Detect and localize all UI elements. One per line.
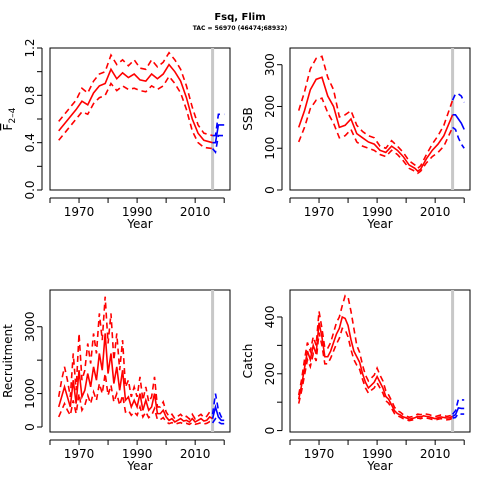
ssb-forecast-upper-line — [451, 93, 465, 103]
ssb-history-upper-line — [297, 55, 454, 170]
recruitment-y-tick-label: 1000 — [23, 378, 37, 409]
fbar-y-tick-label: 0.8 — [23, 86, 37, 105]
catch-x-tick-label: 2010 — [420, 447, 451, 461]
fbar-x-tick-label: 1990 — [122, 205, 153, 219]
fbar-forecast-upper-line — [212, 113, 225, 137]
catch-panel: 1970 1990 2010 Year 0 200 400 Catch — [241, 289, 471, 473]
catch-x-axis-label: Year — [366, 459, 392, 473]
ssb-x-tick-label: 1970 — [304, 205, 335, 219]
fbar-y-axis-label-sub: 2–4 — [8, 107, 18, 123]
recruitment-plot-box — [49, 289, 231, 433]
catch-forecast-upper-line — [451, 398, 465, 415]
recruitment-history-lower-line — [57, 373, 213, 426]
fbar-x-tick-label: 1970 — [64, 205, 95, 219]
catch-x-tick-label: 1970 — [304, 447, 335, 461]
fbar-panel: 1970 1990 2010 Year 0.0 0.4 0.8 1.2 F2–4 — [1, 38, 231, 231]
fbar-history-lower-line — [58, 75, 213, 150]
catch-history-upper-line — [297, 294, 453, 419]
fbar-plot-box — [49, 47, 231, 191]
ssb-y-tick-label: 0 — [263, 186, 277, 194]
ssb-history-lower-line — [297, 97, 454, 175]
catch-y-tick-label: 200 — [263, 362, 277, 385]
catch-x-tick-label: 1990 — [362, 447, 393, 461]
catch-y-tick-label: 0 — [263, 427, 277, 435]
fbar-x-axis-label: Year — [126, 217, 152, 231]
ssb-history-median-line — [297, 76, 454, 173]
recruitment-y-tick-label: 3000 — [23, 311, 37, 342]
ssb-y-axis-label: SSB — [241, 107, 255, 130]
fbar-y-tick-label: 1.2 — [23, 38, 37, 57]
recruitment-y-axis-label: Recruitment — [1, 324, 15, 398]
ssb-forecast-median-line — [452, 114, 465, 130]
catch-forecast-median-line — [452, 406, 465, 418]
recruitment-y-tick-label: 0 — [23, 423, 37, 431]
recruitment-x-axis-label: Year — [126, 459, 152, 473]
recruitment-history-upper-line — [57, 296, 214, 421]
ssb-x-axis-label: Year — [366, 217, 392, 231]
catch-y-axis-label: Catch — [241, 344, 255, 379]
fbar-y-tick-label: 0.0 — [23, 180, 37, 199]
fbar-y-axis-label: F2–4 — [1, 107, 18, 130]
ssb-y-tick-label: 100 — [263, 137, 277, 160]
figure-title: Fsq, Flim — [214, 12, 265, 23]
catch-history-lower-line — [297, 327, 453, 422]
ssb-panel: 1970 1990 2010 Year 0 100 200 300 SSB — [241, 47, 471, 231]
ssb-x-tick-label: 1990 — [362, 205, 393, 219]
fbar-forecast-median-line — [212, 124, 225, 144]
ssb-forecast-lower-line — [452, 126, 465, 149]
ssb-plot-box — [289, 47, 471, 191]
fbar-x-tick-label: 2010 — [180, 205, 211, 219]
catch-history-median-line — [297, 315, 453, 421]
catch-plot-box — [289, 289, 471, 433]
figure-subtitle: TAC = 56970 (46474;68932) — [193, 25, 288, 32]
ssb-x-tick-label: 2010 — [420, 205, 451, 219]
recruitment-forecast-upper-line — [211, 393, 225, 418]
catch-forecast-lower-line — [452, 412, 465, 419]
recruitment-forecast-lower-line — [211, 417, 225, 425]
fbar-history-upper-line — [58, 51, 213, 137]
fbar-history-median-line — [58, 63, 213, 144]
catch-y-tick-label: 400 — [263, 306, 277, 329]
fbar-y-tick-label: 0.4 — [23, 133, 37, 152]
recruitment-forecast-median-line — [211, 403, 225, 422]
ssb-y-tick-label: 300 — [263, 53, 277, 76]
recruitment-panel: 1970 1990 2010 Year 0 1000 3000 Recruitment — [1, 289, 231, 473]
fbar-forecast-lower-line — [211, 134, 225, 154]
recruitment-x-tick-label: 1990 — [122, 447, 153, 461]
recruitment-history-median-line — [57, 333, 213, 424]
recruitment-x-tick-label: 2010 — [180, 447, 211, 461]
recruitment-x-tick-label: 1970 — [64, 447, 95, 461]
ssb-y-tick-label: 200 — [263, 95, 277, 118]
fbar-y-axis-label-main: F — [1, 123, 15, 130]
